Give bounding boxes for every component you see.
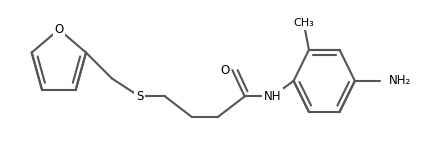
Text: O: O <box>219 64 229 77</box>
Text: CH₃: CH₃ <box>293 18 314 28</box>
Text: S: S <box>135 90 143 103</box>
Text: NH: NH <box>263 90 280 103</box>
Text: NH₂: NH₂ <box>388 74 410 87</box>
Text: O: O <box>54 23 63 36</box>
